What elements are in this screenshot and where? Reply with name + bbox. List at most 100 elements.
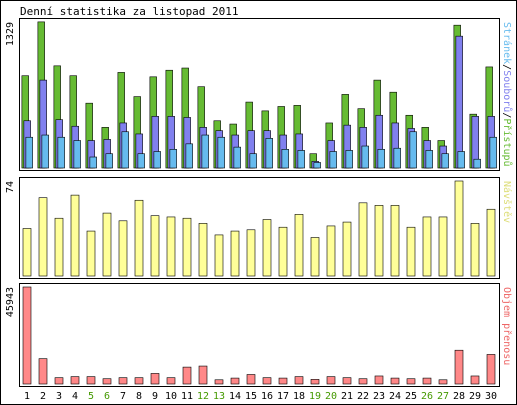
bar-kbytes-day-11	[182, 366, 192, 385]
max-value-label: 1329	[5, 22, 16, 46]
bar-kbytes-day-24	[390, 377, 400, 385]
bar-visits-day-19	[310, 237, 320, 277]
bar-kbytes-day-10	[166, 377, 176, 385]
bar-pages-day-15	[249, 153, 257, 169]
bar-kbytes-day-9	[150, 373, 160, 385]
bar-visits-day-25	[406, 226, 416, 277]
bar-pages-day-9	[153, 151, 161, 169]
bar-visits-day-11	[182, 217, 192, 277]
chart-title: Denní statistika za listopad 2011	[20, 5, 239, 18]
bar-kbytes-day-23	[374, 375, 384, 385]
bar-visits-day-23	[374, 205, 384, 277]
bar-kbytes-day-29	[470, 375, 480, 385]
bar-visits-day-30	[486, 208, 496, 277]
bar-kbytes-day-12	[198, 365, 208, 385]
bar-kbytes-day-26	[422, 377, 432, 385]
x-tick-label-day-3: 3	[56, 391, 62, 402]
bar-kbytes-day-14	[230, 377, 240, 385]
bar-visits-day-24	[390, 205, 400, 277]
bar-pages-day-22	[361, 145, 369, 169]
bar-visits-day-20	[326, 225, 336, 277]
bar-visits-day-27	[438, 216, 448, 277]
bar-pages-day-10	[169, 149, 177, 169]
panel-frame	[19, 18, 500, 171]
bar-pages-day-30	[489, 136, 497, 169]
x-tick-label-day-29: 29	[469, 391, 481, 402]
bar-kbytes-day-17	[278, 377, 288, 385]
bar-pages-day-25	[409, 131, 417, 169]
legend-entry: /	[501, 64, 512, 70]
max-value-label: 45943	[5, 287, 16, 317]
bar-visits-day-6	[102, 212, 112, 277]
x-tick-label-day-23: 23	[373, 391, 385, 402]
bar-pages-day-3	[57, 136, 65, 169]
bar-pages-day-1	[25, 136, 33, 169]
panel-frame	[19, 283, 500, 387]
bar-kbytes-day-13	[214, 379, 224, 385]
bar-visits-day-4	[70, 194, 80, 277]
bar-visits-day-28	[454, 180, 464, 277]
bar-visits-day-10	[166, 216, 176, 277]
bar-kbytes-day-28	[454, 349, 464, 385]
bar-visits-day-22	[358, 202, 368, 277]
bar-pages-day-27	[441, 153, 449, 169]
bar-kbytes-day-25	[406, 378, 416, 385]
bar-pages-day-17	[281, 149, 289, 169]
bar-visits-day-21	[342, 221, 352, 277]
bar-kbytes-day-2	[38, 358, 48, 385]
bar-pages-day-29	[473, 158, 481, 169]
bar-pages-day-23	[377, 149, 385, 169]
bar-pages-day-20	[329, 151, 337, 169]
bar-pages-day-26	[425, 150, 433, 169]
legend-entry: Souborů	[501, 70, 513, 112]
x-tick-label-day-14: 14	[229, 391, 241, 402]
bar-visits-day-13	[214, 234, 224, 277]
panel-middle: 74 Návštěv	[5, 177, 513, 279]
x-axis-labels: 1 2 3 4 5 6 7 8 9 10 11 12 13 14 15 16 17 18 19 20 21 22 23 24 2…	[24, 391, 497, 402]
bar-visits-day-1	[22, 228, 32, 277]
bar-kbytes-day-3	[54, 377, 64, 385]
chart-panels: 1329 Stránek/Souborů/Přístupů 74 Návštěv 459…	[5, 18, 513, 387]
bar-kbytes-day-5	[86, 376, 96, 385]
bar-pages-day-12	[201, 134, 209, 169]
bar-visits-day-18	[294, 214, 304, 277]
bar-pages-day-24	[393, 147, 401, 169]
x-tick-label-day-17: 17	[277, 391, 289, 402]
bar-kbytes-day-15	[246, 374, 256, 385]
bar-kbytes-day-22	[358, 378, 368, 385]
bar-kbytes-day-27	[438, 379, 448, 385]
x-tick-label-day-21: 21	[341, 391, 353, 402]
bar-kbytes-day-30	[486, 354, 496, 385]
x-tick-label-day-10: 10	[165, 391, 177, 402]
legend-entry: /	[501, 112, 512, 118]
bar-visits-day-16	[262, 219, 272, 277]
max-value-label: 74	[5, 181, 16, 193]
bar-kbytes-day-7	[118, 377, 128, 385]
bar-kbytes-day-4	[70, 376, 80, 385]
panel-legend: Stránek/Souborů/Přístupů	[501, 22, 513, 167]
x-tick-label-day-9: 9	[152, 391, 158, 402]
bar-pages-day-13	[217, 136, 225, 169]
bar-visits-day-17	[278, 226, 288, 277]
x-tick-label-day-15: 15	[245, 391, 257, 402]
bar-pages-day-2	[41, 134, 49, 169]
bar-pages-day-8	[137, 153, 145, 169]
bar-kbytes-day-18	[294, 376, 304, 385]
bar-kbytes-day-16	[262, 377, 272, 385]
bar-visits-day-15	[246, 229, 256, 277]
x-tick-label-day-4: 4	[72, 391, 78, 402]
x-tick-label-day-24: 24	[389, 391, 401, 402]
x-tick-label-day-30: 30	[485, 391, 497, 402]
x-tick-label-day-28: 28	[453, 391, 465, 402]
panel-legend: Objem přenosu	[501, 287, 513, 365]
x-tick-label-day-6: 6	[104, 391, 110, 402]
bar-visits-day-26	[422, 216, 432, 277]
legend-entry: Stránek	[501, 22, 513, 64]
bar-visits-day-2	[38, 197, 48, 277]
bar-kbytes-day-6	[102, 378, 112, 385]
bar-pages-day-28	[457, 151, 465, 169]
bar-visits-day-5	[86, 230, 96, 277]
bar-pages-day-11	[185, 143, 193, 169]
bar-visits-day-7	[118, 220, 128, 277]
